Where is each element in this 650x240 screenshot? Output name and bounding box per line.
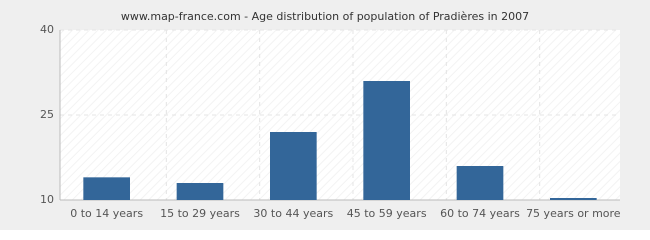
y-tick-label: 25: [40, 108, 54, 121]
y-tick-label: 40: [40, 23, 54, 36]
bar: [176, 183, 224, 200]
bar: [83, 177, 130, 200]
bar: [363, 81, 410, 200]
chart: www.map-france.com - Age distribution of…: [0, 0, 650, 230]
chart-title: www.map-france.com - Age distribution of…: [121, 10, 529, 23]
bar: [270, 132, 317, 200]
x-tick-label: 30 to 44 years: [253, 207, 333, 220]
x-tick-label: 75 years or more: [526, 207, 621, 220]
x-tick-label: 15 to 29 years: [160, 207, 240, 220]
x-tick-label: 0 to 14 years: [70, 207, 143, 220]
bar: [550, 198, 597, 200]
bar: [456, 166, 504, 200]
y-tick-label: 10: [40, 193, 54, 206]
x-tick-label: 45 to 59 years: [347, 207, 427, 220]
x-tick-label: 60 to 74 years: [440, 207, 520, 220]
